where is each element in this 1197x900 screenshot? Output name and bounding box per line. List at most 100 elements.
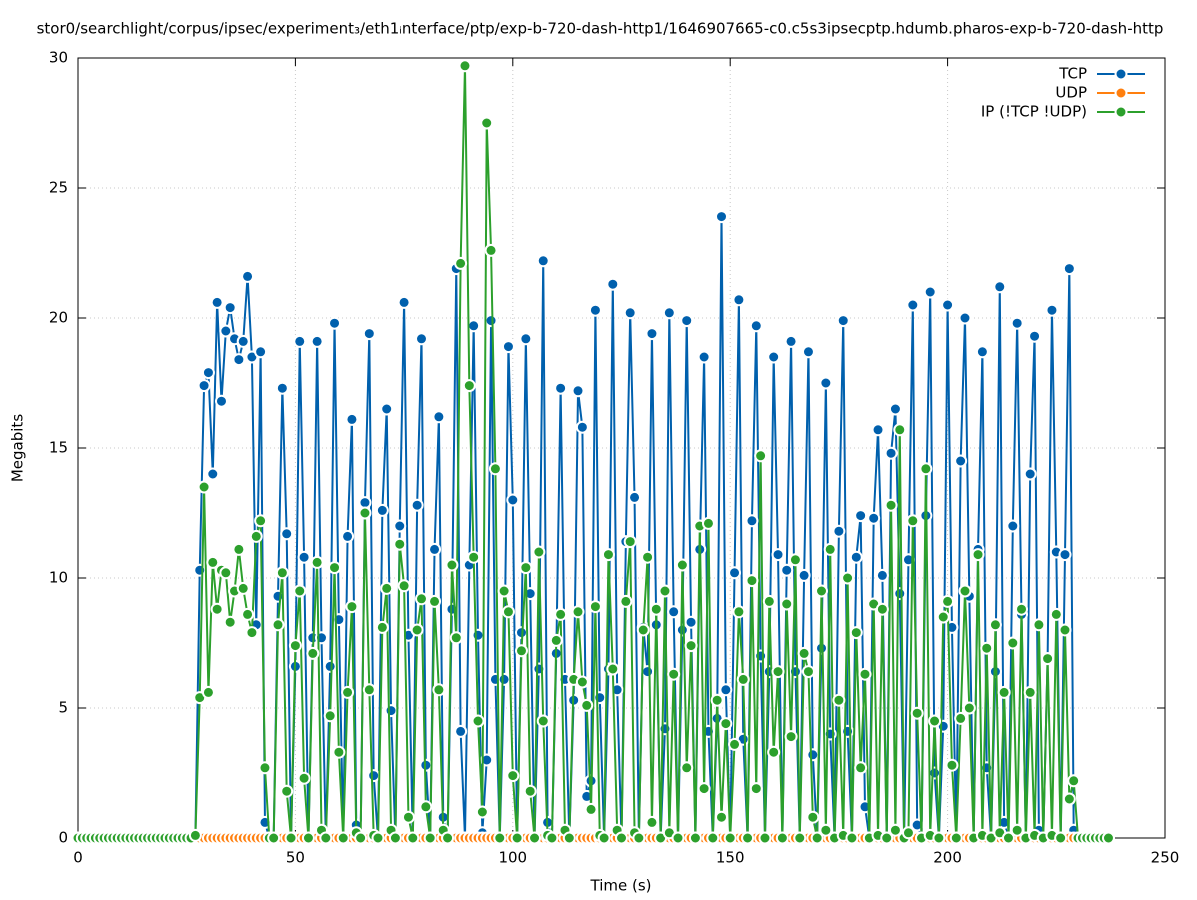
data-point xyxy=(701,516,715,530)
data-point xyxy=(632,831,646,845)
data-point xyxy=(536,254,550,268)
data-point xyxy=(606,277,620,291)
data-point xyxy=(845,831,859,845)
data-point xyxy=(271,618,285,632)
data-point xyxy=(358,496,372,510)
data-point xyxy=(536,714,550,728)
data-point xyxy=(771,548,785,562)
data-point xyxy=(684,615,698,629)
data-point xyxy=(397,579,411,593)
data-point xyxy=(797,568,811,582)
data-point xyxy=(328,561,342,575)
data-point xyxy=(545,831,559,845)
data-point xyxy=(188,828,202,842)
data-point xyxy=(493,831,507,845)
data-point xyxy=(297,550,311,564)
data-point xyxy=(358,506,372,520)
data-point xyxy=(788,553,802,567)
data-point xyxy=(575,675,589,689)
data-point xyxy=(741,831,755,845)
data-point xyxy=(410,623,424,637)
data-point xyxy=(323,709,337,723)
data-point xyxy=(401,810,415,824)
data-point xyxy=(780,597,794,611)
legend-label: UDP xyxy=(1055,84,1087,102)
data-point xyxy=(554,381,568,395)
data-point xyxy=(801,665,815,679)
data-point xyxy=(754,649,768,663)
data-point xyxy=(645,327,659,341)
data-point xyxy=(788,665,802,679)
data-point xyxy=(928,766,942,780)
data-point xyxy=(501,340,515,354)
legend-marker xyxy=(1114,105,1128,119)
data-point xyxy=(819,823,833,837)
data-point xyxy=(445,558,459,572)
data-point xyxy=(497,672,511,686)
data-point xyxy=(254,345,268,359)
data-point xyxy=(510,831,524,845)
data-point xyxy=(588,600,602,614)
data-point xyxy=(1010,823,1024,837)
data-point xyxy=(267,831,281,845)
data-point xyxy=(380,581,394,595)
data-point xyxy=(454,724,468,738)
data-point xyxy=(232,353,246,367)
data-point xyxy=(728,566,742,580)
data-point xyxy=(410,498,424,512)
data-point xyxy=(971,548,985,562)
data-point xyxy=(932,831,946,845)
data-point xyxy=(241,607,255,621)
data-point xyxy=(362,327,376,341)
data-point xyxy=(754,449,768,463)
data-point xyxy=(936,610,950,624)
data-point xyxy=(680,314,694,328)
data-point xyxy=(319,831,333,845)
data-point xyxy=(467,550,481,564)
data-point xyxy=(197,379,211,393)
data-point xyxy=(854,509,868,523)
data-point xyxy=(236,581,250,595)
data-point xyxy=(715,210,729,224)
data-point xyxy=(310,334,324,348)
data-point xyxy=(480,116,494,130)
data-point xyxy=(767,745,781,759)
data-point xyxy=(223,301,237,315)
data-point xyxy=(201,685,215,699)
data-point xyxy=(341,685,355,699)
data-point xyxy=(658,722,672,736)
data-point xyxy=(697,350,711,364)
data-point xyxy=(884,498,898,512)
data-point xyxy=(988,618,1002,632)
data-point xyxy=(297,771,311,785)
data-point xyxy=(375,503,389,517)
data-point xyxy=(254,514,268,528)
y-tick-label: 20 xyxy=(49,309,68,327)
data-point xyxy=(662,306,676,320)
data-point xyxy=(1032,618,1046,632)
data-point xyxy=(249,529,263,543)
x-tick-label: 100 xyxy=(498,849,527,867)
data-point xyxy=(719,683,733,697)
data-point xyxy=(1041,652,1055,666)
data-point xyxy=(375,620,389,634)
data-point xyxy=(562,831,576,845)
data-point xyxy=(1006,636,1020,650)
data-point xyxy=(306,646,320,660)
data-point xyxy=(688,831,702,845)
data-point xyxy=(745,514,759,528)
data-point xyxy=(423,831,437,845)
data-point xyxy=(280,527,294,541)
data-point xyxy=(801,345,815,359)
data-point xyxy=(414,592,428,606)
data-point xyxy=(606,662,620,676)
data-point xyxy=(906,514,920,528)
data-point xyxy=(484,314,498,328)
data-point xyxy=(275,381,289,395)
data-point xyxy=(241,269,255,283)
data-point xyxy=(484,243,498,257)
data-point xyxy=(815,584,829,598)
data-point xyxy=(380,402,394,416)
data-point xyxy=(667,605,681,619)
data-point xyxy=(728,737,742,751)
